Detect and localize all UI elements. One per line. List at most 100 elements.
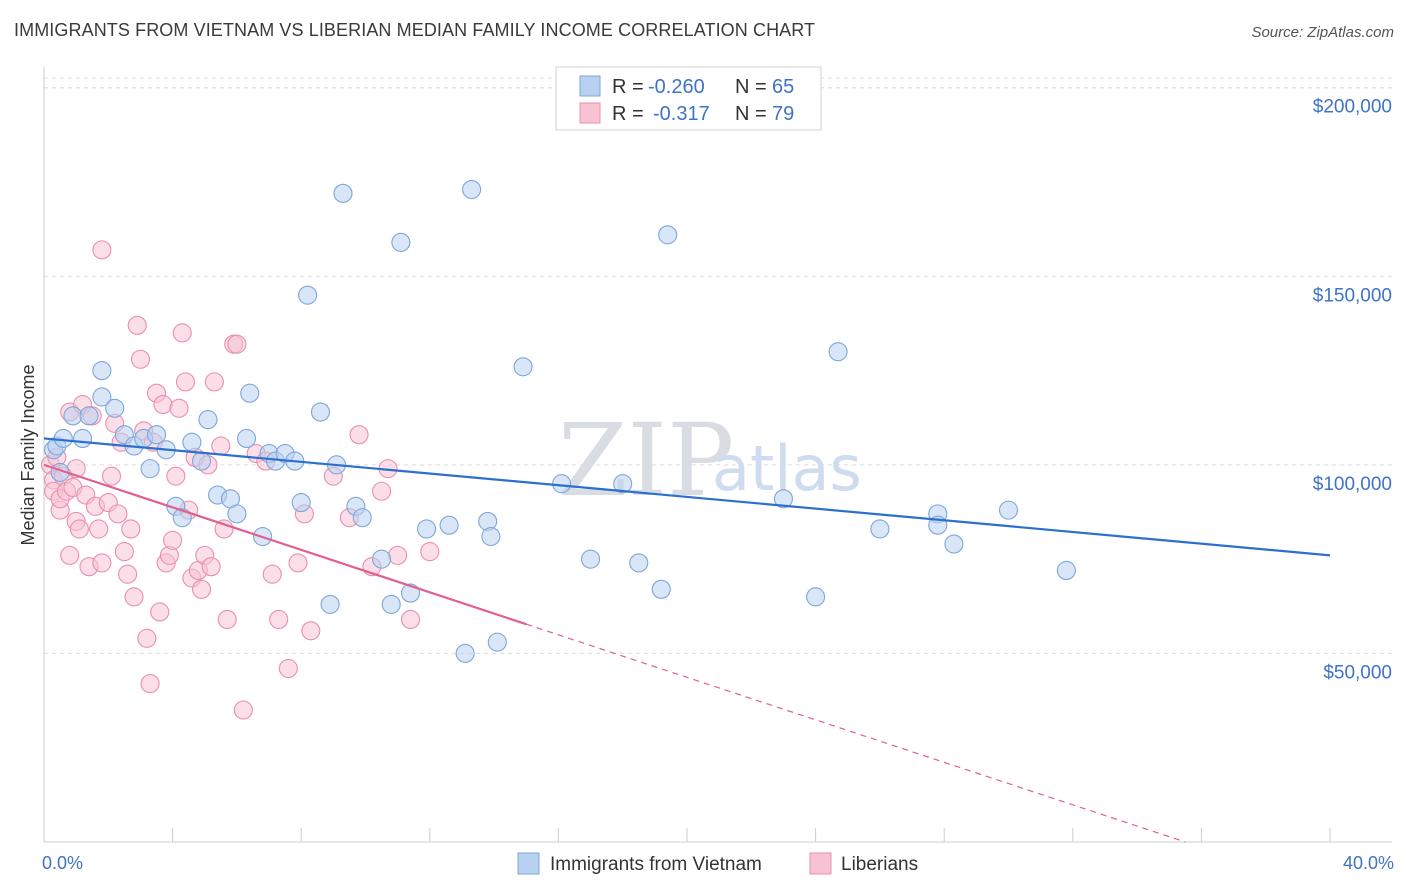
vietnam-point: [481, 526, 501, 547]
vietnam-point: [92, 387, 112, 407]
liberian-point: [92, 553, 112, 573]
vietnam-point: [580, 549, 601, 569]
liberian-point: [89, 519, 109, 539]
vietnam-point: [552, 474, 572, 494]
legend-r-label-1: R =: [612, 76, 644, 98]
y-tick-label: $100,000: [1313, 474, 1392, 495]
liberian-point: [108, 504, 128, 524]
vietnam-point: [651, 579, 671, 599]
watermark-zip: ZIP: [558, 402, 734, 519]
vietnam-point: [870, 519, 890, 539]
series-legend-swatch-liberians[interactable]: [809, 852, 832, 875]
liberian-point: [233, 700, 253, 720]
liberian-point: [140, 674, 160, 694]
y-tick-labels: $50,000 $100,000 $150,000 $200,000: [1313, 97, 1392, 684]
liberian-point: [349, 425, 369, 445]
vietnam-point: [227, 504, 247, 524]
liberian-point: [92, 240, 112, 260]
liberian-point: [175, 372, 196, 392]
liberian-point: [388, 545, 408, 565]
chart-source: Source: ZipAtlas.com: [1251, 24, 1394, 41]
liberian-point: [269, 609, 289, 630]
grid-lines: [44, 77, 1392, 654]
vietnam-point: [391, 232, 411, 252]
vietnam-point: [998, 500, 1019, 520]
vietnam-point: [291, 493, 311, 513]
series-legend-label-liberians[interactable]: Liberians: [841, 854, 918, 875]
vietnam-point: [773, 489, 794, 509]
vietnam-point: [92, 361, 112, 381]
liberian-point: [201, 557, 221, 577]
vietnam-point: [1056, 560, 1076, 581]
y-axis-label: Median Family Income: [18, 364, 38, 545]
vietnam-point: [381, 594, 401, 614]
vietnam-point: [240, 383, 260, 403]
legend-r-value-1: -0.260: [648, 76, 705, 98]
vietnam-point: [455, 643, 475, 663]
vietnam-point: [417, 519, 437, 539]
liberian-point: [163, 530, 183, 550]
vietnam-point: [73, 428, 93, 449]
y-tick-label: $200,000: [1313, 97, 1392, 118]
liberian-trend-extension: [526, 623, 1186, 843]
vietnam-point: [487, 632, 507, 652]
vietnam-point: [513, 357, 533, 377]
series-legend: Immigrants from Vietnam Liberians: [517, 852, 918, 875]
vietnam-point: [372, 549, 392, 569]
liberian-trend-line: [43, 463, 527, 626]
liberian-point: [262, 564, 282, 584]
vietnam-point: [140, 459, 160, 479]
liberian-point: [217, 609, 237, 630]
legend-r-label-2: R =: [612, 103, 644, 125]
liberian-point: [101, 466, 122, 486]
vietnam-point: [806, 587, 826, 607]
vietnam-point: [198, 410, 218, 430]
liberian-point: [227, 334, 247, 354]
trend-lines: [43, 437, 1331, 843]
liberian-point: [153, 394, 173, 415]
liberian-point: [191, 579, 212, 599]
liberian-point: [150, 602, 170, 622]
liberian-point: [127, 315, 147, 335]
stats-legend-swatch-blue: [579, 75, 601, 97]
vietnam-point: [79, 406, 99, 426]
liberian-point: [214, 519, 234, 539]
legend-n-value-2: 79: [772, 103, 794, 125]
y-tick-label: $50,000: [1323, 662, 1392, 683]
liberian-point: [372, 481, 392, 501]
liberians-points: [40, 240, 440, 720]
series-legend-swatch-vietnam[interactable]: [517, 852, 540, 875]
liberian-point: [137, 628, 157, 648]
liberian-point: [204, 372, 224, 392]
legend-r-value-2: -0.317: [653, 103, 710, 125]
vietnam-point: [146, 425, 167, 445]
vietnam-point: [191, 451, 212, 471]
liberian-point: [69, 519, 89, 539]
liberian-point: [124, 587, 144, 607]
stats-legend: R = -0.260 N = 65 R = -0.317 N = 79: [555, 66, 822, 131]
vietnam-point: [182, 432, 202, 452]
liberian-point: [130, 349, 150, 369]
liberian-point: [288, 553, 308, 573]
chart-title: IMMIGRANTS FROM VIETNAM VS LIBERIAN MEDI…: [14, 20, 816, 40]
liberian-point: [211, 436, 231, 456]
x-tick-label-max: 40.0%: [1343, 853, 1394, 873]
liberian-point: [169, 398, 189, 418]
vietnam-point: [462, 179, 482, 200]
vietnam-point: [629, 553, 649, 573]
liberian-point: [118, 564, 138, 584]
liberian-point: [278, 658, 298, 679]
vietnam-point: [658, 225, 678, 245]
x-tick-label-min: 0.0%: [42, 853, 83, 873]
vietnam-point: [613, 474, 633, 494]
liberian-point: [172, 323, 192, 343]
liberian-point: [114, 542, 134, 562]
legend-n-value-1: 65: [772, 76, 794, 98]
liberian-point: [400, 609, 421, 630]
vietnam-point: [439, 515, 459, 535]
axes: [43, 67, 1392, 843]
vietnam-point: [53, 428, 73, 449]
series-legend-label-vietnam[interactable]: Immigrants from Vietnam: [550, 854, 762, 875]
vietnam-point: [828, 342, 848, 362]
